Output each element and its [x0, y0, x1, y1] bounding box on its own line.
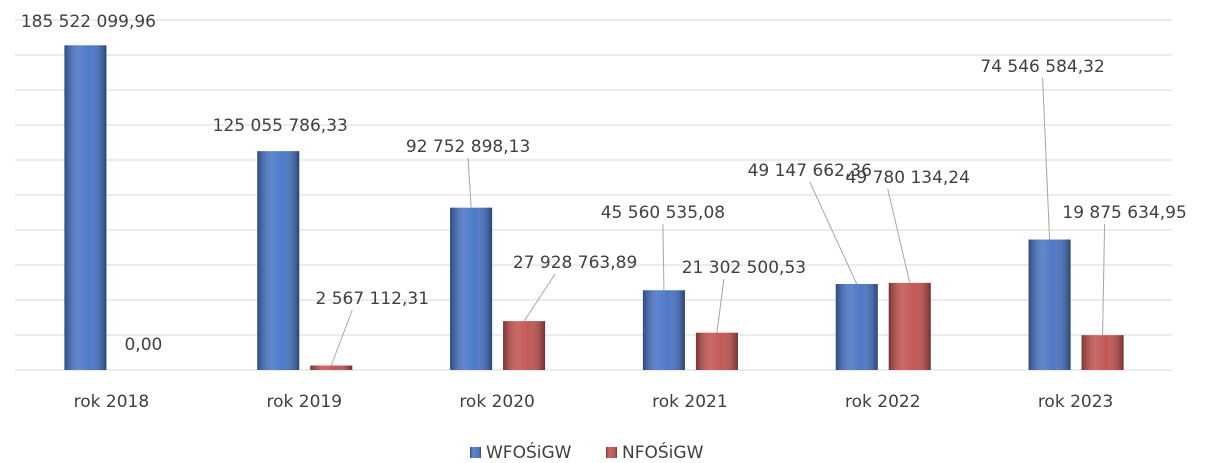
legend-swatch-shade: [470, 447, 481, 458]
bar: [503, 321, 546, 370]
legend-label: WFOŚiGW: [486, 441, 572, 463]
data-label: 19 875 634,95: [1062, 203, 1186, 223]
bar: [642, 290, 685, 370]
x-tick-label: rok 2021: [652, 392, 728, 412]
x-tick-label: rok 2020: [459, 392, 535, 412]
bar: [888, 282, 931, 370]
data-label: 2 567 112,31: [315, 289, 429, 309]
bar: [695, 332, 738, 370]
bar: [835, 283, 878, 370]
legend-label: NFOŚiGW: [622, 441, 704, 463]
leader-line: [1102, 223, 1106, 336]
data-label: 45 560 535,08: [601, 203, 725, 223]
leader-line: [662, 223, 665, 291]
data-label: 125 055 786,33: [213, 116, 348, 136]
x-tick-label: rok 2018: [74, 392, 150, 412]
data-label: 49 147 662,36: [748, 161, 872, 181]
bar: [310, 365, 353, 370]
leader-line: [523, 273, 556, 322]
leader-line: [1042, 77, 1051, 240]
bar: [257, 151, 300, 370]
bar: [1081, 335, 1124, 370]
leader-line: [809, 181, 858, 285]
x-tick-label: rok 2019: [266, 392, 342, 412]
legend-swatch-shade: [606, 447, 617, 458]
x-tick-label: rok 2023: [1038, 392, 1114, 412]
leader-line: [330, 309, 353, 366]
leader-line: [467, 157, 472, 208]
data-label: 27 928 763,89: [513, 253, 637, 273]
x-tick-label: rok 2022: [845, 392, 921, 412]
leader-line: [887, 188, 911, 283]
data-label: 49 780 134,24: [846, 168, 970, 188]
data-label: 74 546 584,32: [980, 57, 1104, 77]
bar: [64, 45, 107, 370]
data-label: 0,00: [124, 335, 162, 355]
leader-line: [716, 278, 725, 333]
data-label: 21 302 500,53: [682, 258, 806, 278]
bar: [1028, 239, 1071, 370]
data-label: 92 752 898,13: [406, 137, 530, 157]
bar: [450, 207, 493, 370]
data-label: 185 522 099,96: [21, 12, 156, 32]
